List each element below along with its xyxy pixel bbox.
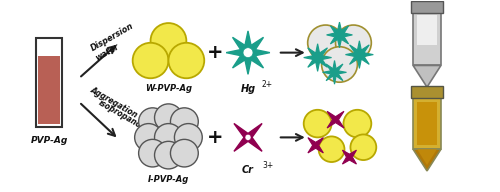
Bar (36, 38, 62, 127)
Circle shape (132, 43, 168, 78)
Bar (413, 96, 441, 149)
Bar (411, 1, 443, 13)
Polygon shape (413, 65, 441, 87)
Circle shape (318, 136, 344, 162)
Circle shape (350, 134, 376, 160)
Polygon shape (308, 138, 324, 153)
Circle shape (168, 43, 204, 78)
Text: isopropanol: isopropanol (97, 98, 146, 132)
Text: 3+: 3+ (262, 161, 273, 170)
Circle shape (154, 104, 182, 132)
Circle shape (150, 23, 186, 59)
Circle shape (154, 124, 182, 151)
Polygon shape (226, 31, 270, 74)
Text: W-PVP-Ag: W-PVP-Ag (145, 84, 192, 93)
Text: 2+: 2+ (262, 80, 273, 89)
Circle shape (344, 110, 371, 137)
Bar (413, 11, 441, 65)
Polygon shape (346, 41, 374, 68)
Bar (38, 56, 60, 124)
Text: Dispersion: Dispersion (89, 21, 135, 53)
Polygon shape (417, 149, 437, 165)
Polygon shape (326, 22, 352, 48)
Circle shape (304, 110, 332, 137)
Circle shape (138, 108, 166, 135)
Polygon shape (342, 150, 356, 164)
Text: Cr: Cr (242, 165, 254, 175)
Circle shape (336, 25, 372, 60)
Polygon shape (327, 111, 344, 128)
Circle shape (170, 139, 198, 167)
Circle shape (134, 124, 162, 151)
Polygon shape (234, 123, 262, 151)
Text: I-PVP-Ag: I-PVP-Ag (148, 175, 189, 184)
Text: Aggregation: Aggregation (89, 85, 140, 120)
Circle shape (308, 25, 344, 60)
Text: PVP-Ag: PVP-Ag (30, 136, 68, 145)
Text: +: + (207, 128, 224, 147)
Text: +: + (207, 43, 224, 62)
Circle shape (245, 134, 251, 140)
Polygon shape (413, 149, 441, 171)
Bar (411, 86, 443, 98)
Polygon shape (304, 44, 332, 71)
Circle shape (170, 108, 198, 135)
Polygon shape (322, 60, 346, 84)
Text: Hg: Hg (240, 84, 256, 94)
Circle shape (243, 48, 253, 58)
Bar (417, 102, 437, 145)
Circle shape (174, 124, 203, 151)
Circle shape (154, 141, 182, 169)
Text: water: water (94, 42, 121, 62)
Circle shape (138, 139, 166, 167)
Bar (417, 15, 437, 45)
Circle shape (322, 47, 358, 82)
